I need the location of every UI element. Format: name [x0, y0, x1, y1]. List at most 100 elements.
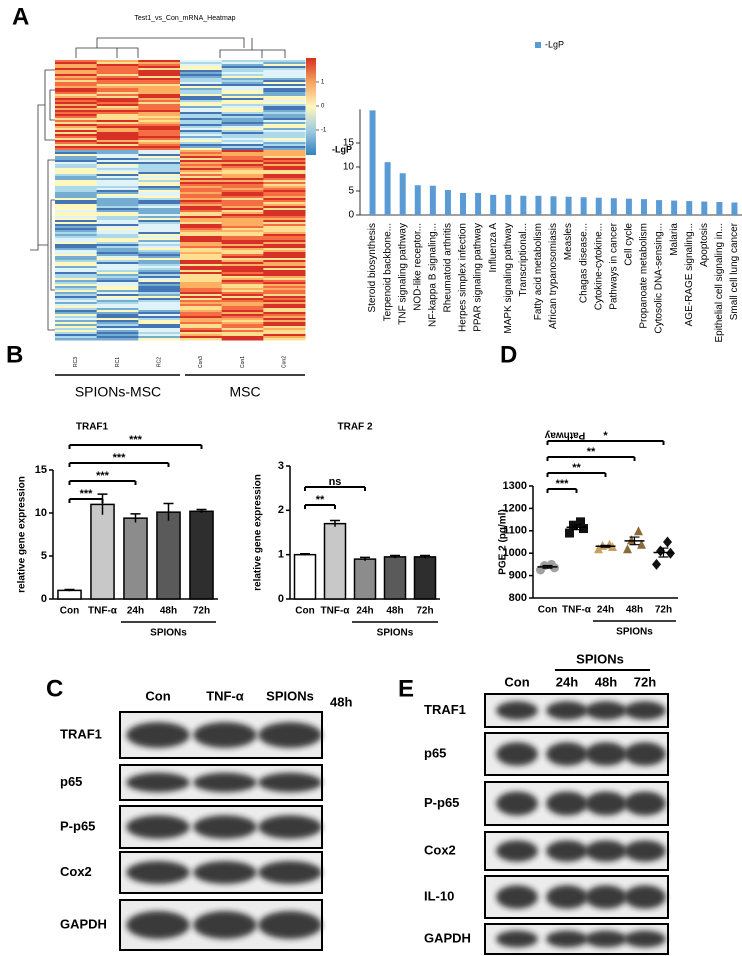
heat-cell: [55, 122, 98, 125]
heat-cell: [221, 256, 264, 259]
heat-cell: [180, 314, 223, 317]
heat-cell: [221, 70, 264, 73]
heat-cell: [138, 92, 181, 95]
heat-cell: [96, 334, 139, 337]
blot-band: [496, 930, 538, 948]
heat-cell: [180, 124, 223, 127]
heat-cell: [138, 328, 181, 331]
blot-band: [126, 722, 190, 748]
heat-cell: [263, 282, 306, 285]
heat-cell: [221, 124, 264, 127]
heat-cell: [180, 88, 223, 91]
heat-cell: [96, 276, 139, 279]
heat-cell: [263, 68, 306, 71]
heat-cell: [55, 102, 98, 105]
heat-cell: [221, 260, 264, 263]
x-tick-label: Influenza A: [488, 223, 499, 273]
y-tick-label: 15: [343, 138, 355, 149]
heat-cell: [55, 66, 98, 69]
x-tick-label: Con: [60, 606, 79, 617]
heat-cell: [96, 104, 139, 107]
heat-cell: [96, 190, 139, 193]
heat-cell: [180, 94, 223, 97]
heat-cell: [55, 194, 98, 197]
heat-cell: [180, 230, 223, 233]
heat-cell: [96, 166, 139, 169]
heat-cell: [96, 106, 139, 109]
heat-cell: [96, 148, 139, 151]
heat-cell: [263, 318, 306, 321]
heat-cell: [221, 210, 264, 213]
blot-band: [624, 701, 666, 720]
heat-cell: [96, 124, 139, 127]
blot-band: [258, 911, 322, 939]
heat-cell: [96, 66, 139, 69]
heat-cell: [96, 140, 139, 143]
heat-cell: [96, 74, 139, 77]
bar: [731, 202, 738, 215]
heat-cell: [180, 262, 223, 265]
heat-cell: [138, 138, 181, 141]
heat-cell: [180, 196, 223, 199]
heat-cell: [221, 170, 264, 173]
blot-band: [258, 815, 322, 839]
heat-cell: [55, 118, 98, 121]
heat-cell: [138, 248, 181, 251]
heat-cell: [180, 60, 223, 63]
heat-cell: [180, 122, 223, 125]
blot-band: [624, 840, 666, 862]
heat-cell: [138, 300, 181, 303]
heat-cell: [221, 320, 264, 323]
bar: [656, 200, 663, 215]
bar: [505, 194, 512, 215]
heat-cell: [263, 212, 306, 215]
heat-cell: [96, 144, 139, 147]
heat-cell: [96, 134, 139, 137]
heat-cell: [55, 268, 98, 271]
heat-cell: [96, 258, 139, 261]
blot-band: [546, 885, 588, 909]
heat-cell: [221, 278, 264, 281]
heat-cell: [96, 226, 139, 229]
blot-band: [585, 742, 627, 766]
heat-cell: [221, 160, 264, 163]
heat-cell: [138, 72, 181, 75]
heat-cell: [96, 98, 139, 101]
heat-cell: [138, 192, 181, 195]
heat-cell: [55, 224, 98, 227]
heat-cell: [96, 198, 139, 201]
heat-cell: [263, 294, 306, 297]
heat-cell: [221, 80, 264, 83]
heat-cell: [55, 88, 98, 91]
heat-cell: [263, 204, 306, 207]
heat-cell: [221, 118, 264, 121]
significance-label: ***: [556, 478, 570, 490]
heat-cell: [221, 172, 264, 175]
heat-cell: [263, 132, 306, 135]
heat-cell: [263, 90, 306, 93]
heat-cell: [96, 306, 139, 309]
heat-cell: [263, 142, 306, 145]
heat-cell: [96, 72, 139, 75]
heat-cell: [55, 302, 98, 305]
heat-cell: [96, 82, 139, 85]
heat-cell: [180, 308, 223, 311]
row-label: IL-10: [424, 888, 454, 903]
heat-cell: [96, 314, 139, 317]
heat-cell: [96, 168, 139, 171]
heat-cell: [221, 116, 264, 119]
heat-cell: [55, 126, 98, 129]
heat-cell: [221, 162, 264, 165]
heat-cell: [55, 180, 98, 183]
heat-cell: [263, 226, 306, 229]
heat-cell: [221, 338, 264, 341]
heat-cell: [221, 196, 264, 199]
y-tick-label: 800: [509, 592, 527, 604]
heat-cell: [96, 112, 139, 115]
heat-cell: [263, 322, 306, 325]
heat-cell: [96, 162, 139, 165]
heat-cell: [96, 290, 139, 293]
heat-cell: [96, 318, 139, 321]
heat-cell: [55, 92, 98, 95]
lane-label: Con: [145, 688, 170, 703]
